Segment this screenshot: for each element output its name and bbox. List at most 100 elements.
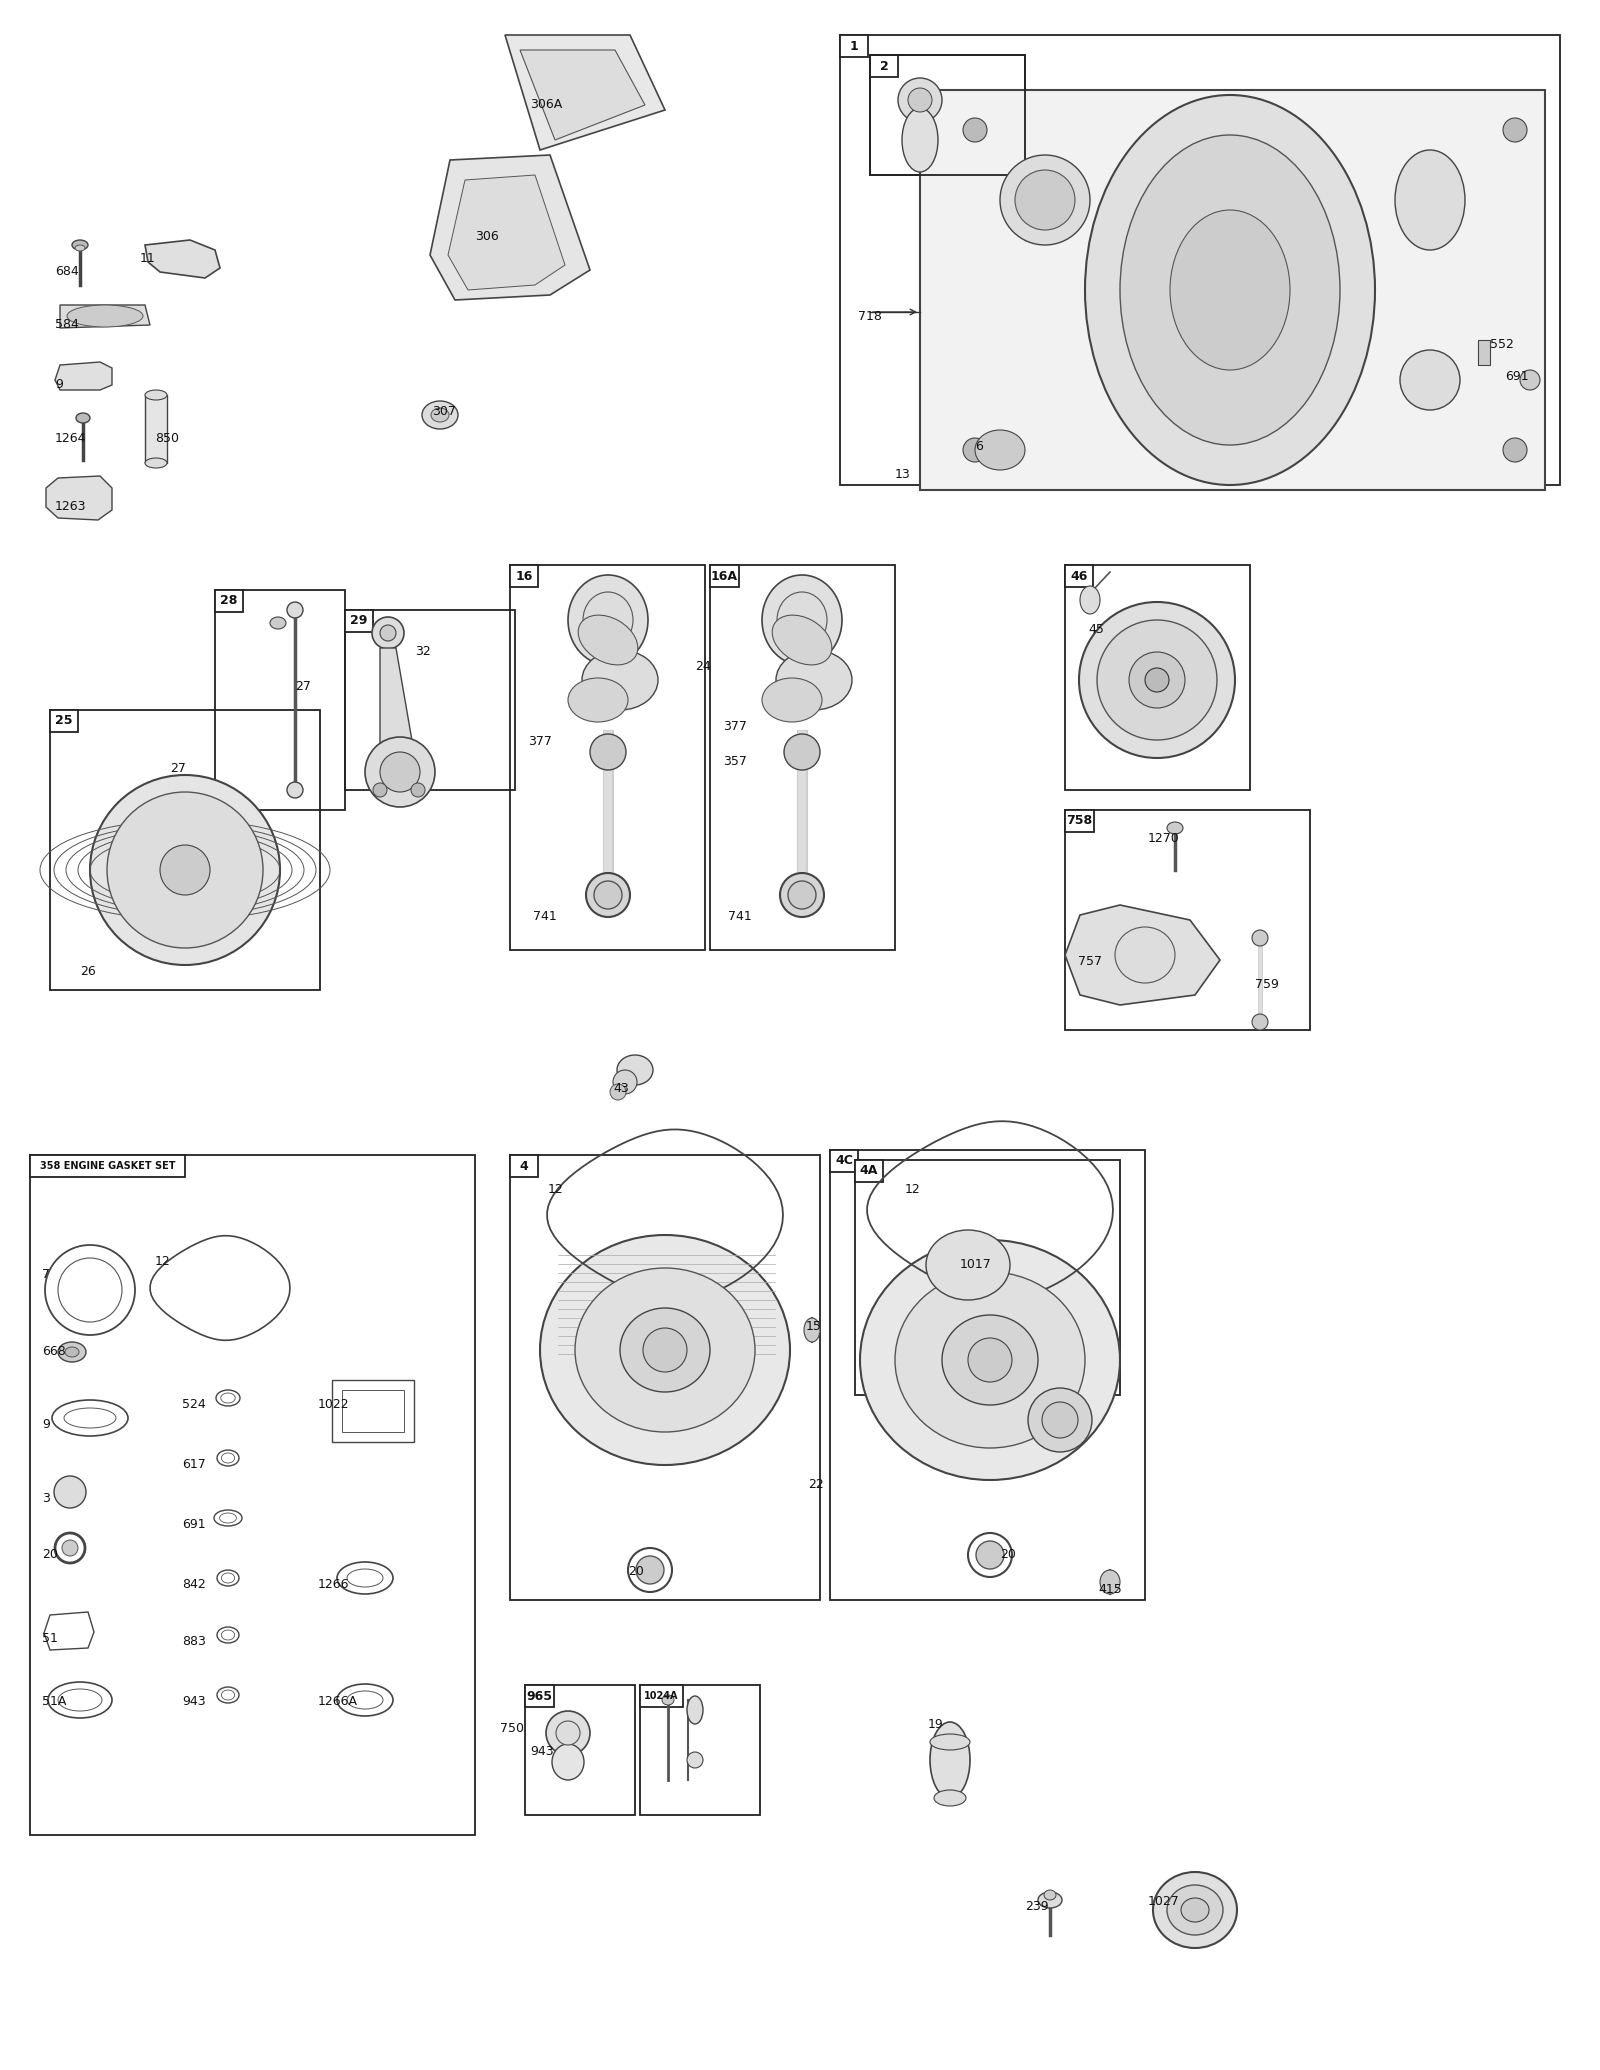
Ellipse shape (58, 1341, 86, 1362)
Ellipse shape (1170, 209, 1290, 371)
Text: 1024A: 1024A (645, 1691, 678, 1702)
Text: 617: 617 (182, 1457, 206, 1472)
Ellipse shape (686, 1695, 702, 1724)
Ellipse shape (861, 1240, 1120, 1480)
Text: 26: 26 (80, 965, 96, 977)
Text: 20: 20 (1000, 1548, 1016, 1561)
Ellipse shape (926, 1230, 1010, 1300)
Ellipse shape (1098, 621, 1218, 739)
Ellipse shape (422, 402, 458, 428)
Ellipse shape (618, 1056, 653, 1085)
Bar (510, 565, 706, 950)
Polygon shape (46, 476, 112, 520)
Text: 1266: 1266 (318, 1577, 349, 1592)
Ellipse shape (963, 439, 987, 462)
Bar (214, 590, 346, 809)
Text: 45: 45 (1088, 623, 1104, 635)
Text: 51A: 51A (42, 1695, 66, 1708)
Bar (840, 35, 867, 58)
Text: 4A: 4A (859, 1165, 878, 1178)
Text: 758: 758 (1067, 814, 1093, 828)
Ellipse shape (1115, 927, 1174, 983)
Polygon shape (448, 176, 565, 290)
Text: 759: 759 (1254, 977, 1278, 992)
Bar (640, 1685, 760, 1815)
Text: 1266A: 1266A (318, 1695, 358, 1708)
Text: 13: 13 (894, 468, 910, 480)
Ellipse shape (1080, 586, 1101, 615)
Ellipse shape (773, 615, 832, 664)
Text: 306: 306 (475, 230, 499, 242)
Text: 357: 357 (723, 756, 747, 768)
Text: 842: 842 (182, 1577, 206, 1592)
Ellipse shape (621, 1308, 710, 1391)
Ellipse shape (552, 1745, 584, 1780)
Text: 943: 943 (182, 1695, 206, 1708)
Ellipse shape (1000, 155, 1090, 244)
Ellipse shape (686, 1751, 702, 1768)
Polygon shape (520, 50, 645, 141)
Bar (50, 710, 78, 733)
Ellipse shape (568, 679, 627, 722)
Text: 1270: 1270 (1149, 832, 1179, 845)
Text: 668: 668 (42, 1346, 66, 1358)
Text: 3: 3 (42, 1492, 50, 1505)
Ellipse shape (1120, 135, 1341, 445)
Text: 20: 20 (42, 1548, 58, 1561)
Bar (870, 56, 1026, 176)
Text: 524: 524 (182, 1397, 206, 1412)
Bar (1066, 809, 1310, 1031)
Polygon shape (61, 304, 150, 327)
Bar (830, 1151, 858, 1172)
Ellipse shape (762, 575, 842, 664)
Ellipse shape (77, 414, 90, 422)
Bar (346, 611, 515, 791)
Bar (854, 1159, 1120, 1395)
Polygon shape (430, 155, 590, 300)
Bar (510, 1155, 538, 1178)
Ellipse shape (90, 774, 280, 965)
Text: 12: 12 (906, 1182, 920, 1196)
Text: 27: 27 (294, 681, 310, 693)
Text: 358 ENGINE GASKET SET: 358 ENGINE GASKET SET (40, 1161, 176, 1172)
Ellipse shape (430, 408, 450, 422)
Ellipse shape (968, 1337, 1013, 1383)
Polygon shape (368, 648, 432, 782)
Ellipse shape (902, 108, 938, 172)
Bar (710, 565, 739, 588)
Ellipse shape (371, 617, 403, 650)
Text: 43: 43 (613, 1083, 629, 1095)
Ellipse shape (381, 625, 397, 642)
Text: 1022: 1022 (318, 1397, 350, 1412)
Text: 377: 377 (723, 720, 747, 733)
Text: 6: 6 (974, 441, 982, 453)
Text: 850: 850 (155, 433, 179, 445)
Text: 306A: 306A (530, 97, 562, 112)
Ellipse shape (1043, 1890, 1056, 1900)
Text: 883: 883 (182, 1635, 206, 1648)
Ellipse shape (1038, 1892, 1062, 1909)
Ellipse shape (1014, 170, 1075, 230)
Ellipse shape (643, 1329, 686, 1372)
Text: 1027: 1027 (1149, 1894, 1179, 1909)
Bar (333, 1381, 414, 1443)
Ellipse shape (1027, 1389, 1091, 1451)
Ellipse shape (557, 1720, 579, 1745)
Ellipse shape (568, 575, 648, 664)
Text: 750: 750 (499, 1722, 525, 1735)
Ellipse shape (594, 882, 622, 909)
Ellipse shape (894, 1271, 1085, 1449)
Ellipse shape (610, 1085, 626, 1099)
Text: 943: 943 (530, 1745, 554, 1757)
Ellipse shape (590, 735, 626, 770)
Ellipse shape (578, 615, 638, 664)
Ellipse shape (1251, 929, 1267, 946)
Ellipse shape (286, 782, 302, 799)
Ellipse shape (586, 874, 630, 917)
Bar (1066, 565, 1250, 791)
Ellipse shape (934, 1791, 966, 1805)
Text: 4C: 4C (835, 1155, 853, 1167)
Ellipse shape (146, 457, 166, 468)
Bar (840, 35, 1560, 484)
Text: 757: 757 (1078, 954, 1102, 969)
